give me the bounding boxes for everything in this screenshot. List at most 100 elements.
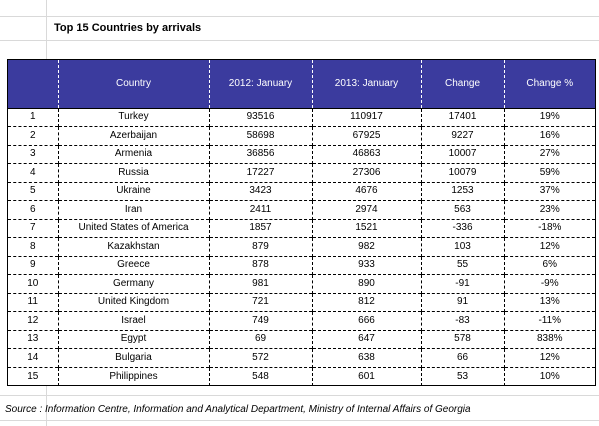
cell-change-percent: 10% bbox=[504, 366, 595, 386]
header-2012-january: 2012: January bbox=[209, 60, 313, 108]
cell-country: Russia bbox=[58, 163, 210, 182]
table-row: 8 Kazakhstan 879 982 103 12% bbox=[8, 237, 595, 256]
cell-change-percent: -9% bbox=[504, 274, 595, 293]
cell-rank: 4 bbox=[8, 163, 59, 182]
header-change: Change bbox=[421, 60, 505, 108]
cell-change-percent: 13% bbox=[504, 292, 595, 312]
table-row: 6 Iran 2411 2974 563 23% bbox=[8, 200, 595, 219]
cell-2013: 601 bbox=[312, 366, 422, 386]
cell-2013: 46863 bbox=[312, 144, 422, 164]
cell-change: 103 bbox=[421, 237, 505, 256]
cell-2013: 1521 bbox=[312, 218, 422, 238]
cell-2013: 933 bbox=[312, 255, 422, 275]
cell-2012: 58698 bbox=[209, 126, 313, 145]
cell-rank: 11 bbox=[8, 292, 59, 312]
cell-rank: 3 bbox=[8, 144, 59, 164]
table-row: 14 Bulgaria 572 638 66 12% bbox=[8, 348, 595, 367]
cell-rank: 14 bbox=[8, 348, 59, 367]
cell-change-percent: 6% bbox=[504, 255, 595, 275]
cell-change: 578 bbox=[421, 329, 505, 349]
cell-change-percent: 19% bbox=[504, 107, 595, 127]
cell-change-percent: 16% bbox=[504, 126, 595, 145]
cell-rank: 10 bbox=[8, 274, 59, 293]
cell-2012: 17227 bbox=[209, 163, 313, 182]
table-header-row: Country 2012: January 2013: January Chan… bbox=[8, 60, 595, 108]
table-row: 7 United States of America 1857 1521 -336 -18… bbox=[8, 218, 595, 238]
cell-2013: 638 bbox=[312, 348, 422, 367]
cell-country: Turkey bbox=[58, 107, 210, 127]
source-note: Source : Information Centre, Information… bbox=[5, 404, 471, 415]
cell-2012: 2411 bbox=[209, 200, 313, 219]
cell-change: -91 bbox=[421, 274, 505, 293]
cell-2013: 812 bbox=[312, 292, 422, 312]
cell-2012: 548 bbox=[209, 366, 313, 386]
header-change-percent: Change % bbox=[504, 60, 595, 108]
cell-country: Israel bbox=[58, 311, 210, 330]
cell-2012: 93516 bbox=[209, 107, 313, 127]
cell-country: Germany bbox=[58, 274, 210, 293]
cell-2012: 69 bbox=[209, 329, 313, 349]
table-row: 1 Turkey 93516 110917 17401 19% bbox=[8, 107, 595, 127]
cell-2012: 1857 bbox=[209, 218, 313, 238]
cell-country: Armenia bbox=[58, 144, 210, 164]
cell-2012: 879 bbox=[209, 237, 313, 256]
cell-change: 53 bbox=[421, 366, 505, 386]
cell-change-percent: -18% bbox=[504, 218, 595, 238]
table-row: 11 United Kingdom 721 812 91 13% bbox=[8, 292, 595, 312]
cell-change: 9227 bbox=[421, 126, 505, 145]
cell-2013: 666 bbox=[312, 311, 422, 330]
table-row: 5 Ukraine 3423 4676 1253 37% bbox=[8, 181, 595, 201]
table-row: 9 Greece 878 933 55 6% bbox=[8, 255, 595, 275]
cell-country: Iran bbox=[58, 200, 210, 219]
arrivals-table: Country 2012: January 2013: January Chan… bbox=[7, 59, 596, 386]
cell-change-percent: 37% bbox=[504, 181, 595, 201]
cell-country: United States of America bbox=[58, 218, 210, 238]
header-country: Country bbox=[58, 60, 210, 108]
table-row: 4 Russia 17227 27306 10079 59% bbox=[8, 163, 595, 182]
cell-country: Bulgaria bbox=[58, 348, 210, 367]
cell-2013: 647 bbox=[312, 329, 422, 349]
cell-change-percent: 838% bbox=[504, 329, 595, 349]
cell-2012: 572 bbox=[209, 348, 313, 367]
cell-rank: 15 bbox=[8, 366, 59, 386]
cell-2012: 878 bbox=[209, 255, 313, 275]
cell-2013: 982 bbox=[312, 237, 422, 256]
cell-country: Kazakhstan bbox=[58, 237, 210, 256]
cell-2012: 749 bbox=[209, 311, 313, 330]
cell-change-percent: 23% bbox=[504, 200, 595, 219]
cell-2012: 721 bbox=[209, 292, 313, 312]
cell-2013: 27306 bbox=[312, 163, 422, 182]
cell-2013: 4676 bbox=[312, 181, 422, 201]
cell-2012: 36856 bbox=[209, 144, 313, 164]
table-row: 10 Germany 981 890 -91 -9% bbox=[8, 274, 595, 293]
cell-country: Egypt bbox=[58, 329, 210, 349]
table-row: 2 Azerbaijan 58698 67925 9227 16% bbox=[8, 126, 595, 145]
cell-rank: 9 bbox=[8, 255, 59, 275]
cell-change: 66 bbox=[421, 348, 505, 367]
cell-rank: 12 bbox=[8, 311, 59, 330]
cell-change: -336 bbox=[421, 218, 505, 238]
cell-rank: 6 bbox=[8, 200, 59, 219]
cell-change: 17401 bbox=[421, 107, 505, 127]
cell-change-percent: -11% bbox=[504, 311, 595, 330]
cell-change: 91 bbox=[421, 292, 505, 312]
cell-2013: 2974 bbox=[312, 200, 422, 219]
cell-change-percent: 12% bbox=[504, 237, 595, 256]
cell-country: United Kingdom bbox=[58, 292, 210, 312]
table-row: 13 Egypt 69 647 578 838% bbox=[8, 329, 595, 349]
cell-rank: 13 bbox=[8, 329, 59, 349]
cell-rank: 5 bbox=[8, 181, 59, 201]
cell-country: Philippines bbox=[58, 366, 210, 386]
cell-2012: 981 bbox=[209, 274, 313, 293]
cell-rank: 8 bbox=[8, 237, 59, 256]
cell-change: 563 bbox=[421, 200, 505, 219]
cell-change-percent: 12% bbox=[504, 348, 595, 367]
cell-change: 55 bbox=[421, 255, 505, 275]
cell-2013: 110917 bbox=[312, 107, 422, 127]
cell-change: -83 bbox=[421, 311, 505, 330]
page-title: Top 15 Countries by arrivals bbox=[54, 22, 202, 34]
header-2013-january: 2013: January bbox=[312, 60, 422, 108]
cell-country: Greece bbox=[58, 255, 210, 275]
table-row: 15 Philippines 548 601 53 10% bbox=[8, 366, 595, 386]
cell-rank: 1 bbox=[8, 107, 59, 127]
